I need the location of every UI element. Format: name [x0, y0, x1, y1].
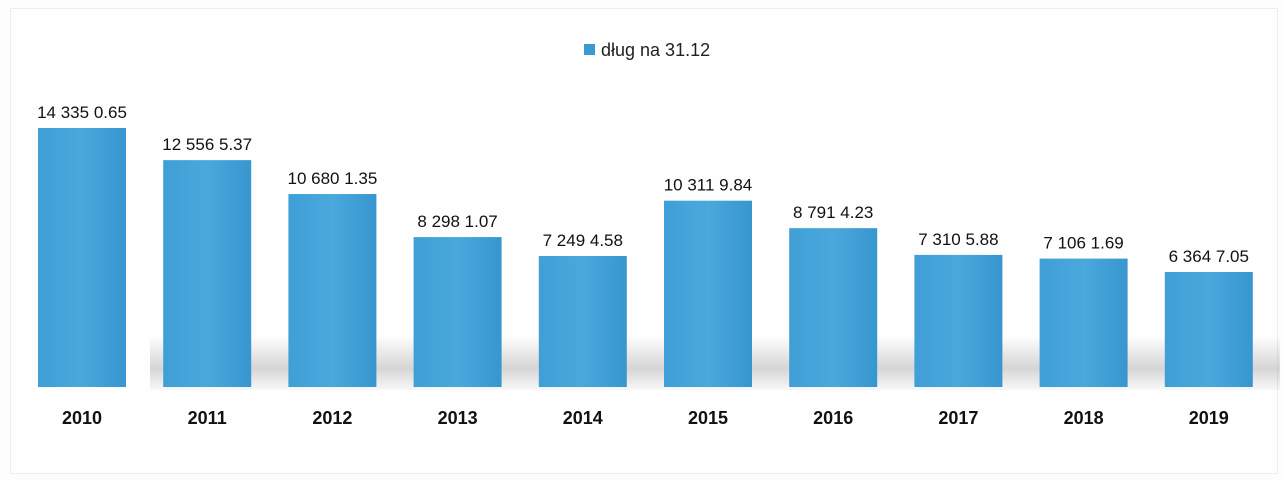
- bar-2014: [538, 256, 627, 387]
- bar-2015: [664, 200, 752, 387]
- data-labels: 14 335 0.65 12 556 5.37 10 680 1.35 8 298 1…: [37, 103, 1249, 266]
- data-label-2015: 10 311 9.84: [664, 176, 753, 195]
- x-tick-2019: 2019: [1189, 408, 1229, 428]
- bar-2011: [163, 160, 252, 387]
- bar-2016: [789, 228, 878, 387]
- bar-2013: [413, 237, 502, 387]
- data-label-2014: 7 249 4.58: [543, 231, 623, 250]
- x-tick-2018: 2018: [1064, 408, 1104, 428]
- data-label-2011: 12 556 5.37: [162, 135, 252, 154]
- data-label-2012: 10 680 1.35: [287, 169, 377, 188]
- x-tick-2011: 2011: [188, 408, 227, 428]
- data-label-2010: 14 335 0.65: [37, 103, 127, 122]
- x-tick-2015: 2015: [688, 408, 728, 428]
- data-label-2016: 8 791 4.23: [793, 203, 873, 222]
- data-label-2018: 7 106 1.69: [1043, 234, 1123, 253]
- data-label-2017: 7 310 5.88: [918, 230, 998, 249]
- x-tick-2012: 2012: [312, 408, 352, 428]
- bar-2018: [1039, 258, 1128, 387]
- x-tick-2010: 2010: [62, 408, 102, 428]
- legend-label: dług na 31.12: [601, 40, 710, 60]
- legend: dług na 31.12: [584, 40, 710, 60]
- bar-2012: [288, 194, 377, 387]
- bar-2019: [1164, 272, 1253, 387]
- data-label-2013: 8 298 1.07: [417, 212, 497, 231]
- bar-2010: [38, 128, 126, 387]
- x-tick-2017: 2017: [938, 408, 978, 428]
- legend-swatch: [584, 44, 595, 55]
- bars: [38, 128, 1253, 387]
- x-tick-2016: 2016: [813, 408, 853, 428]
- x-tick-2014: 2014: [563, 408, 603, 428]
- x-tick-2013: 2013: [438, 408, 478, 428]
- x-axis-ticks: 2010 2011 2012 2013 2014 2015 2016 2017 2018 2019: [62, 408, 1229, 428]
- bar-2017: [914, 254, 1003, 387]
- data-label-2019: 6 364 7.05: [1169, 247, 1249, 266]
